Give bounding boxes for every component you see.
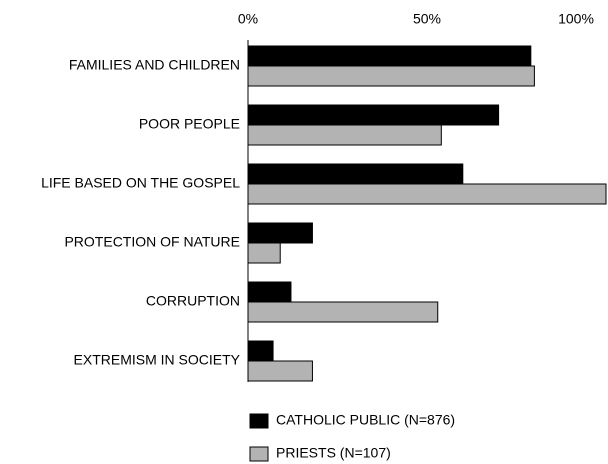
bar bbox=[247, 65, 535, 87]
x-tick-label: 0% bbox=[238, 11, 258, 27]
bar bbox=[247, 242, 281, 264]
bar bbox=[247, 281, 292, 303]
legend-label: CATHOLIC PUBLIC (N=876) bbox=[276, 412, 455, 428]
x-tick-label: 100% bbox=[558, 11, 594, 27]
legend-swatch bbox=[249, 413, 269, 429]
legend-swatch bbox=[249, 446, 269, 462]
bar bbox=[247, 301, 439, 323]
bar bbox=[247, 340, 274, 362]
legend-label: PRIESTS (N=107) bbox=[276, 445, 391, 461]
bar bbox=[247, 222, 313, 244]
x-tick-label: 50% bbox=[413, 11, 441, 27]
bar bbox=[247, 104, 500, 126]
category-label: EXTREMISM IN SOCIETY bbox=[74, 352, 241, 368]
bar bbox=[247, 360, 313, 382]
bar bbox=[247, 183, 607, 205]
bar bbox=[247, 45, 532, 67]
category-label: LIFE BASED ON THE GOSPEL bbox=[41, 175, 240, 191]
bar bbox=[247, 124, 442, 146]
category-label: CORRUPTION bbox=[146, 293, 240, 309]
category-label: PROTECTION OF NATURE bbox=[64, 234, 240, 250]
category-label: FAMILIES AND CHILDREN bbox=[69, 57, 240, 73]
category-label: POOR PEOPLE bbox=[139, 116, 240, 132]
bar bbox=[247, 163, 464, 185]
